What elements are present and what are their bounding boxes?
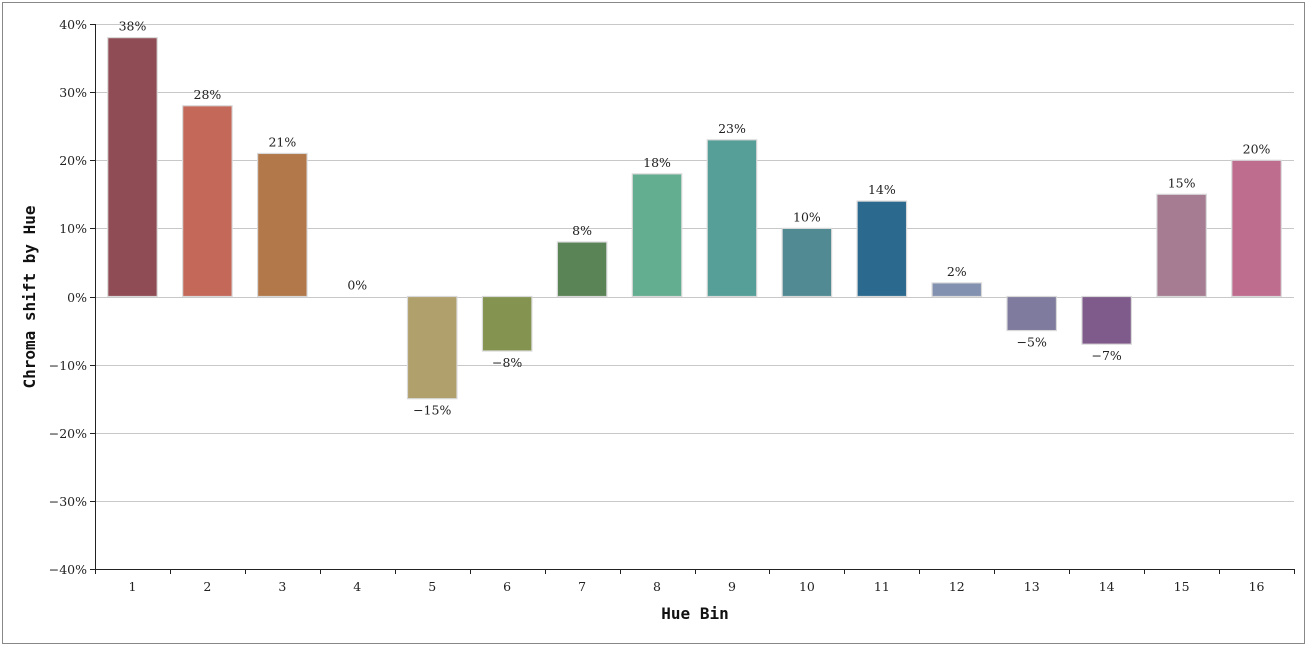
y-tick-label: −30% bbox=[49, 494, 87, 509]
bar-hue-15 bbox=[1156, 193, 1207, 298]
x-tick-label: 15 bbox=[1174, 579, 1190, 594]
bar-hue-8 bbox=[631, 173, 683, 298]
y-tick-label: 0% bbox=[67, 290, 87, 305]
bar-hue-13 bbox=[1006, 295, 1058, 332]
data-label: 18% bbox=[643, 155, 671, 170]
data-label: −8% bbox=[492, 355, 522, 370]
bar-hue-12 bbox=[931, 282, 983, 298]
y-tick-label: 20% bbox=[59, 153, 87, 168]
data-label: 2% bbox=[947, 264, 967, 279]
data-label: 14% bbox=[868, 182, 896, 197]
x-tick-label: 10 bbox=[799, 579, 815, 594]
data-label: 38% bbox=[119, 19, 147, 34]
x-tick-label: 16 bbox=[1249, 579, 1265, 594]
data-label: −5% bbox=[1017, 335, 1047, 350]
x-tick-label: 2 bbox=[203, 579, 211, 594]
x-tick-label: 7 bbox=[578, 579, 586, 594]
bar-hue-5 bbox=[406, 295, 458, 400]
x-tick-label: 11 bbox=[874, 579, 890, 594]
y-tick-label: 10% bbox=[59, 221, 87, 236]
x-axis-title: Hue Bin bbox=[661, 604, 728, 623]
y-tick-label: 40% bbox=[59, 17, 87, 32]
y-tick-label: −10% bbox=[49, 358, 87, 373]
data-label: −15% bbox=[413, 403, 451, 418]
data-label: 28% bbox=[194, 87, 222, 102]
y-axis-title: Chroma shift by Hue bbox=[20, 205, 39, 388]
x-tick-label: 9 bbox=[728, 579, 736, 594]
x-tick-label: 1 bbox=[128, 579, 136, 594]
bar-hue-3 bbox=[257, 152, 308, 298]
bar-layer bbox=[107, 37, 1282, 400]
bar-hue-11 bbox=[856, 200, 908, 298]
data-label: 20% bbox=[1243, 141, 1271, 156]
x-tick-label: 3 bbox=[278, 579, 286, 594]
bar-hue-1 bbox=[107, 37, 158, 298]
data-label: 0% bbox=[347, 278, 367, 293]
bar-hue-14 bbox=[1081, 295, 1132, 345]
x-tick-label: 4 bbox=[353, 579, 361, 594]
y-tick-label: −20% bbox=[49, 426, 87, 441]
data-label: 8% bbox=[572, 223, 592, 238]
y-tick-label: −40% bbox=[49, 562, 87, 577]
data-label: 15% bbox=[1168, 175, 1196, 190]
bar-hue-9 bbox=[706, 139, 758, 298]
x-tick-label: 8 bbox=[653, 579, 661, 594]
data-label: −7% bbox=[1092, 348, 1122, 363]
x-tick-label: 12 bbox=[949, 579, 965, 594]
data-label: 10% bbox=[793, 209, 821, 224]
bar-hue-7 bbox=[556, 241, 608, 298]
data-label: 23% bbox=[718, 121, 746, 136]
x-tick-label: 5 bbox=[428, 579, 436, 594]
bar-hue-10 bbox=[781, 227, 833, 298]
y-tick-label: 30% bbox=[59, 85, 87, 100]
bar-hue-16 bbox=[1231, 159, 1282, 298]
bar-hue-6 bbox=[481, 295, 533, 352]
x-tick-label: 13 bbox=[1024, 579, 1040, 594]
x-tick-label: 6 bbox=[503, 579, 511, 594]
axis-layer: −40%−30%−20%−10%0%10%20%30%40%1 2 3 4 5 6 7 8 9 1… bbox=[49, 17, 1295, 594]
data-label-layer: 38% 28% 21% 0% −15% −8% 8% 18% 23% 10% 14% 2% −5% −7%… bbox=[119, 19, 1271, 418]
data-label: 21% bbox=[268, 134, 296, 149]
x-tick-label: 14 bbox=[1099, 579, 1115, 594]
bar-hue-2 bbox=[182, 105, 233, 298]
